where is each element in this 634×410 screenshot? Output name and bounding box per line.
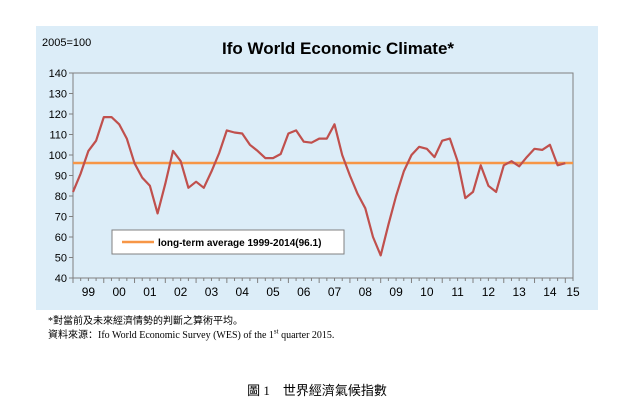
legend: long-term average 1999-2014(96.1) [111,229,345,255]
line-chart: Ifo World Economic Climate* 2005=100 40 5… [42,37,580,299]
x-tick-label: 02 [174,285,188,299]
y-tick-label: 80 [55,191,67,203]
chart-title: Ifo World Economic Climate* [222,39,454,58]
climate-series-line [71,115,566,257]
footnote-definition: *對當前及未來經濟情勢的判斷之算術平均。 [48,316,243,327]
x-tick-label: 10 [420,285,434,299]
x-tick-label: 12 [482,285,496,299]
x-tick-label: 11 [451,285,464,299]
x-tick-label: 04 [236,285,250,299]
y-tick-label: 60 [55,232,67,244]
legend-label-average: long-term average 1999-2014(96.1) [158,238,321,249]
y-tick-label: 110 [49,130,67,142]
y-tick-label: 130 [49,89,67,101]
y-tick-label: 90 [55,171,67,183]
x-tick-label: 00 [112,285,126,299]
x-tick-label: 07 [328,285,342,299]
y-tick-label: 40 [55,273,67,285]
y-tick-label: 70 [55,212,67,224]
source-text-end: quarter 2015. [278,330,335,341]
source-text: 資料來源：Ifo World Economic Survey (WES) of … [48,330,274,341]
x-tick-label: 15 [566,285,580,299]
x-tick-label: 06 [297,285,311,299]
figure-caption: 圖 1 世界經濟氣候指數 [247,383,387,398]
y-tick-label: 120 [49,109,67,121]
x-tick-label: 09 [389,285,403,299]
y-tick-label: 100 [49,150,67,162]
x-tick-label: 05 [266,285,280,299]
index-base-label: 2005=100 [42,37,91,49]
x-tick-label: 99 [82,285,96,299]
y-tick-label: 50 [55,253,67,265]
footnote-source: 資料來源：Ifo World Economic Survey (WES) of … [48,326,334,341]
x-tick-label: 13 [512,285,526,299]
source-superscript: st [273,327,279,336]
y-tick-label: 140 [49,68,67,80]
x-tick-label: 08 [359,285,373,299]
chart-panel: Ifo World Economic Climate* 2005=100 40 5… [36,26,598,310]
x-tick-label: 01 [143,285,157,299]
x-tick-label: 03 [205,285,219,299]
plot-area: 40 50 60 70 80 90 100 110 120 130 140 99 00 01 02 03 04 0… [49,68,580,299]
x-tick-label: 14 [543,285,557,299]
